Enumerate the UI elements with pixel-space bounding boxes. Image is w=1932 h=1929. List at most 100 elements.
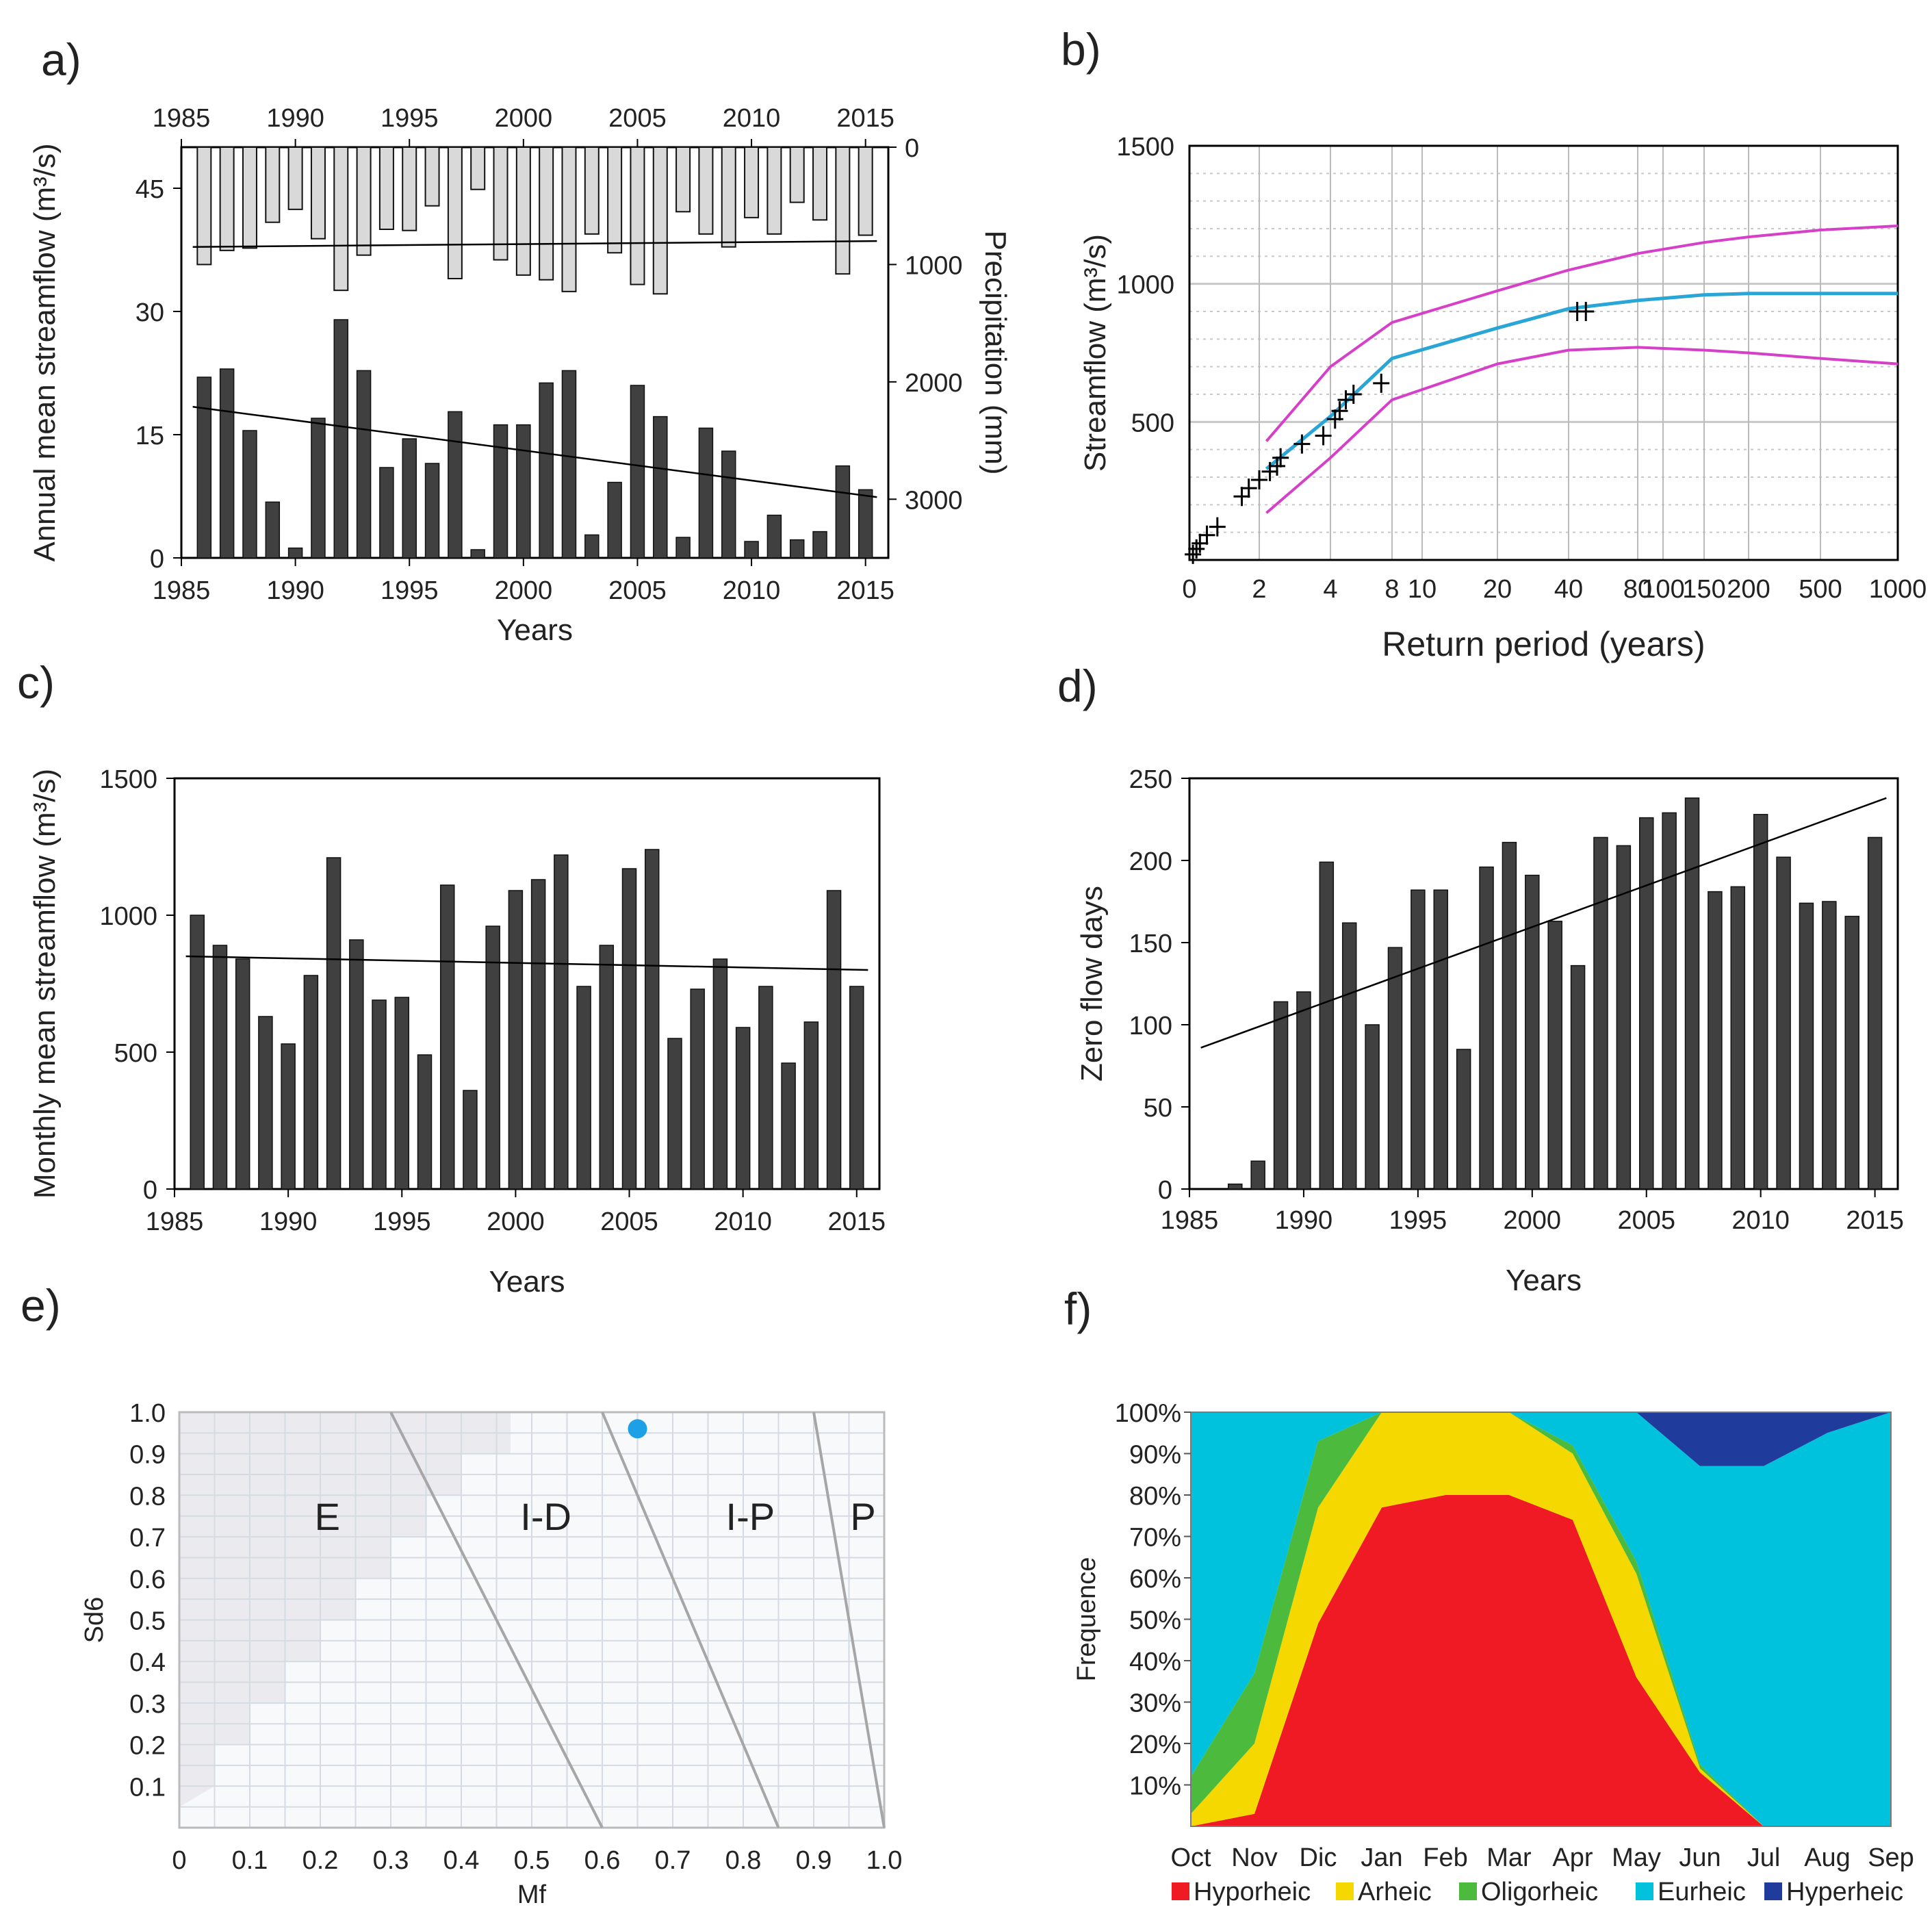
streamflow-bar (258, 1016, 273, 1190)
x-tick-label: 2005 (1617, 1206, 1675, 1235)
streamflow-bar (849, 986, 864, 1190)
x-tick-label: 1000 (1869, 575, 1927, 604)
y-tick-label: 100 (1129, 1012, 1172, 1040)
x-tick-label: Jul (1747, 1843, 1781, 1872)
x-tick-label: 40 (1554, 575, 1583, 604)
y-tick-label: 0.3 (129, 1690, 166, 1719)
streamflow-bar (690, 988, 705, 1190)
precipitation-trend-line (192, 240, 877, 248)
streamflow-bar (667, 1038, 682, 1190)
plot-background (1189, 146, 1898, 560)
y-tick-label: 15 (136, 422, 164, 450)
observed-point-marker (1293, 434, 1311, 454)
y-tick-label: 0.2 (129, 1732, 166, 1761)
streamflow-bar (630, 385, 645, 559)
x-top-tick-label: 1990 (266, 104, 324, 133)
precipitation-bar (219, 146, 235, 251)
observed-point-marker (1192, 533, 1209, 553)
zero-flow-bar (1662, 812, 1677, 1190)
legend-label: Oligorheic (1481, 1878, 1598, 1906)
x-axis-title: Years (489, 1265, 565, 1299)
streamflow-bar (485, 925, 500, 1190)
y-tick-label: 0.5 (129, 1607, 166, 1636)
y-axis-title: Sd6 (80, 1597, 109, 1644)
precipitation-bar (287, 146, 303, 210)
observed-point-marker (1577, 302, 1595, 321)
x-top-tick-label: 1995 (381, 104, 439, 133)
streamflow-bar (781, 1062, 796, 1190)
precipitation-bar (858, 146, 873, 236)
observed-point-marker (1209, 517, 1226, 537)
x-tick-label: 2015 (836, 576, 894, 605)
precipitation-bar (333, 146, 349, 292)
streamflow-bar (554, 854, 569, 1190)
y-tick-label: 1.0 (129, 1399, 166, 1428)
y-tick-label: 30% (1129, 1689, 1181, 1718)
eurheic-area (1191, 1412, 1891, 1826)
x-tick-label: 2000 (487, 1208, 545, 1236)
streamflow-bar (439, 884, 455, 1190)
y-tick-label: 0.9 (129, 1441, 166, 1470)
trend-line (1200, 797, 1887, 1049)
streamflow-bar (812, 531, 827, 559)
precipitation-bar (812, 146, 828, 221)
x-tick-label: 0.6 (584, 1846, 621, 1875)
plot-frame (178, 1411, 886, 1829)
x-axis-title: Mf (517, 1880, 547, 1909)
precipitation-bar (378, 146, 394, 230)
streamflow-bar (530, 879, 546, 1190)
x-tick-label: 100 (1641, 575, 1684, 604)
streamflow-bar (516, 424, 531, 559)
streamflow-bar (356, 370, 372, 559)
precipitation-bar (561, 146, 577, 292)
precipitation-bar (744, 146, 760, 218)
y-tick-label: 0 (150, 545, 164, 574)
y-tick-label: 40% (1129, 1648, 1181, 1676)
streamflow-bar (303, 975, 319, 1190)
zero-flow-bar (1250, 1160, 1265, 1190)
x-tick-label: 1995 (373, 1208, 431, 1236)
x-tick-label: 2 (1252, 575, 1266, 604)
x-tick-label: 0.7 (655, 1846, 691, 1875)
plot-frame (180, 146, 890, 559)
x-tick-label: 80 (1623, 575, 1652, 604)
y-axis-title: Frequence (1072, 1557, 1101, 1682)
zero-flow-bar (1638, 817, 1654, 1190)
precipitation-bar (584, 146, 600, 235)
zero-flow-bar (1730, 886, 1746, 1190)
streamflow-bar (417, 1054, 433, 1190)
panel-label-f: f) (1064, 1283, 1092, 1334)
streamflow-bar (561, 370, 577, 559)
zero-flow-bar (1616, 845, 1632, 1190)
x-tick-label: 0 (1182, 575, 1196, 604)
x-tick-label: 0 (172, 1846, 186, 1875)
observed-point-marker (1198, 525, 1215, 545)
y-tick-label: 100% (1115, 1399, 1181, 1428)
precipitation-bar (698, 146, 714, 235)
y-tick-label: 1000 (1116, 271, 1174, 300)
x-tick-label: 2005 (608, 576, 667, 605)
precipitation-bar (539, 146, 554, 281)
streamflow-bar (826, 890, 842, 1190)
y-tick-label: 0.6 (129, 1566, 166, 1594)
x-tick-label: 2005 (600, 1208, 658, 1236)
x-tick-label: 0.1 (232, 1846, 268, 1875)
zero-flow-bar (1570, 965, 1586, 1190)
precipitation-bar (721, 146, 736, 248)
streamflow-bar (326, 857, 342, 1190)
streamflow-bar (372, 999, 387, 1190)
y-tick-label: 80% (1129, 1482, 1181, 1511)
streamflow-bar (470, 549, 485, 559)
plot-frame (1188, 144, 1899, 561)
y-tick-label: 250 (1129, 765, 1172, 794)
streamflow-bar (744, 541, 759, 559)
zero-flow-bar (1525, 874, 1540, 1190)
x-axis-title: Years (497, 613, 573, 647)
trend-line (185, 955, 868, 971)
streamflow-bar (721, 450, 736, 559)
precipitation-bar (515, 146, 531, 276)
x-top-tick-label: 2015 (836, 104, 894, 133)
zero-flow-bar (1867, 836, 1883, 1190)
streamflow-bar (698, 427, 714, 559)
